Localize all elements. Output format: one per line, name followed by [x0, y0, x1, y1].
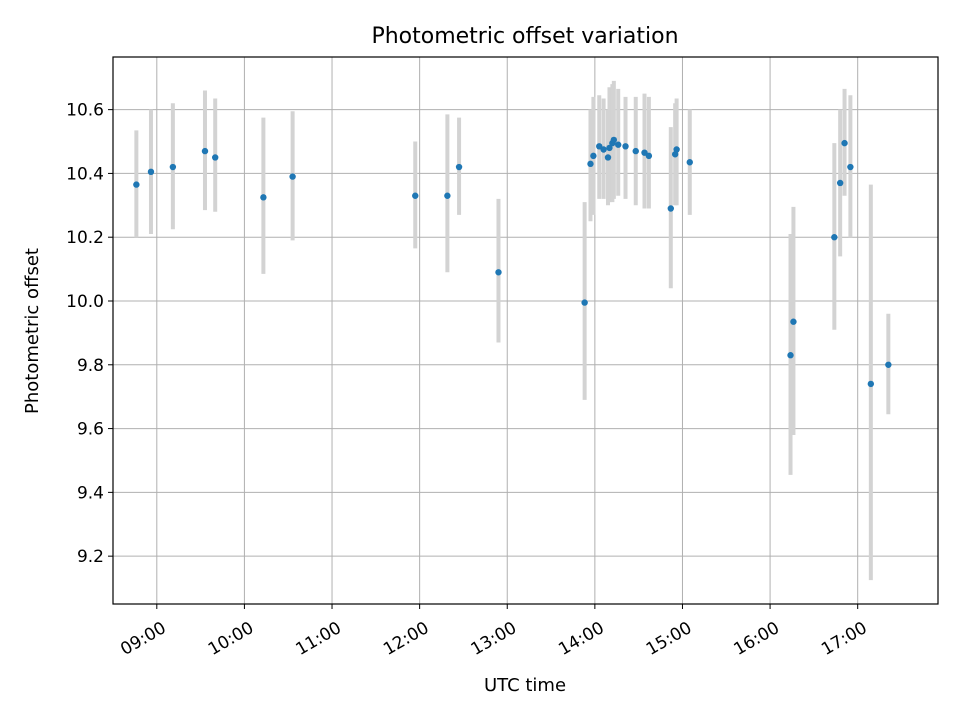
y-tick-label: 10.6 [66, 101, 104, 121]
data-point [667, 205, 674, 212]
data-point [600, 146, 607, 153]
data-point [831, 234, 838, 241]
data-point [133, 181, 140, 188]
data-point [867, 380, 875, 388]
data-point [645, 152, 653, 160]
data-point [615, 141, 622, 148]
y-axis-ticks: 9.2 9.4 9.6 9.8 10.0 10.2 10.4 10.6 [66, 101, 113, 567]
y-tick-label: 9.6 [77, 420, 104, 440]
data-point [289, 173, 296, 180]
y-axis-label: Photometric offset [22, 248, 43, 414]
data-point [444, 192, 451, 199]
data-point [686, 159, 693, 166]
plot-frame [112, 56, 939, 605]
data-point [841, 139, 848, 147]
data-point [836, 179, 844, 187]
data-point [412, 192, 419, 199]
data-point [587, 160, 594, 168]
data-point [606, 144, 613, 152]
data-point [169, 163, 177, 171]
data-points [133, 136, 892, 388]
data-point [212, 154, 219, 161]
data-point [632, 147, 639, 155]
data-point [847, 163, 854, 171]
data-point [201, 147, 209, 155]
data-point [610, 136, 618, 144]
y-tick-label: 10.4 [66, 164, 104, 184]
y-tick-label: 9.2 [77, 547, 104, 567]
data-point [604, 154, 612, 161]
data-point [260, 194, 267, 201]
data-point [455, 163, 463, 171]
y-tick-label: 9.8 [77, 356, 104, 376]
data-point [495, 269, 502, 276]
data-point [590, 152, 597, 160]
data-point [885, 361, 892, 368]
data-point [787, 352, 794, 359]
data-point [622, 143, 629, 150]
y-tick-label: 9.4 [77, 483, 104, 503]
data-point [641, 149, 648, 156]
chart-title: Photometric offset variation [371, 24, 678, 49]
data-point [147, 168, 155, 176]
y-tick-label: 10.2 [66, 228, 104, 248]
data-point [581, 299, 588, 306]
data-point [673, 146, 680, 153]
x-axis-label: UTC time [484, 675, 566, 696]
y-tick-label: 10.0 [66, 292, 104, 312]
data-point [596, 143, 603, 150]
data-point [790, 318, 797, 325]
